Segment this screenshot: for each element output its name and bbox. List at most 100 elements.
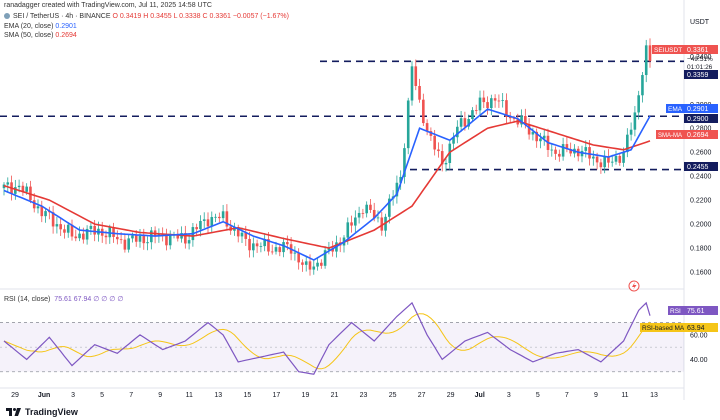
candle-body [293, 252, 297, 254]
candle-body [59, 224, 62, 230]
svg-text:RSI-based MA: RSI-based MA [642, 325, 685, 332]
time-axis-label: 29 [447, 392, 455, 399]
candle-body [622, 152, 625, 163]
candle-body [433, 135, 436, 150]
candle-body [85, 228, 89, 240]
candle-body [78, 233, 81, 239]
candle-body [637, 95, 640, 113]
candle-body [497, 100, 501, 102]
candle-body [312, 266, 316, 270]
svg-text:RSI: RSI [670, 308, 681, 315]
candle-body [493, 98, 497, 101]
time-axis-label: 29 [11, 392, 19, 399]
candle-body [535, 131, 538, 142]
price-tick-label: 0.2600 [690, 150, 712, 157]
candles [2, 38, 652, 276]
candle-body [603, 156, 606, 168]
candle-body [70, 224, 74, 237]
svg-text:0.2901: 0.2901 [687, 106, 709, 113]
candle-body [286, 242, 289, 245]
tradingview-logo-icon [6, 408, 21, 416]
time-axis-label: 13 [650, 392, 658, 399]
candle-body [508, 116, 512, 119]
candle-body [403, 148, 406, 177]
candle-body [202, 219, 206, 221]
legend-symbol-row[interactable]: SEI / TetherUS · 4h · BINANCE O 0.3419 H… [4, 12, 289, 22]
candle-body [648, 45, 652, 62]
candle-body [267, 239, 270, 252]
candle-body [40, 206, 44, 217]
candle-body [425, 123, 429, 132]
time-axis[interactable]: 29 Jun 3 5 7 9 11 13 15 17 19 21 23 25 27 29 Jul 3 5 7 9 11 13 [11, 392, 658, 399]
candle-body [565, 144, 569, 150]
currency-label: USDT [690, 19, 710, 26]
candle-body [176, 234, 180, 239]
candle-body [558, 153, 561, 157]
level-low-tag: 0.2455 [684, 162, 718, 171]
candle-body [527, 124, 531, 135]
candle-body [539, 138, 542, 142]
candle-body [168, 235, 172, 246]
legend-ema-row[interactable]: EMA (20, close) 0.2901 [4, 22, 289, 32]
candle-body [131, 235, 134, 239]
svg-text:75.61: 75.61 [687, 308, 705, 315]
candle-body [614, 155, 618, 162]
candle-body [44, 211, 47, 217]
candle-body [255, 243, 259, 247]
time-axis-label: 9 [594, 392, 598, 399]
chart-credit: ranadagger created with TradingView.com,… [4, 2, 212, 9]
svg-text:EMA: EMA [668, 106, 683, 113]
candle-body [248, 238, 251, 251]
candle-body [561, 144, 565, 157]
candle-body [119, 239, 123, 241]
time-axis-label: 13 [214, 392, 222, 399]
candle-body [323, 250, 327, 266]
price-tick-label: 0.2800 [690, 126, 712, 133]
candle-body [372, 209, 376, 219]
candle-body [21, 185, 25, 192]
candle-body [63, 229, 66, 233]
time-axis-label: 7 [129, 392, 133, 399]
candle-body [274, 247, 278, 252]
candle-body [123, 239, 127, 250]
candle-body [210, 217, 214, 227]
time-axis-label: 25 [389, 392, 397, 399]
price-tick-label: 0.2400 [690, 174, 712, 181]
candle-body [361, 212, 365, 214]
candle-body [474, 110, 478, 111]
candle-body [512, 118, 516, 120]
time-axis-label: 3 [507, 392, 511, 399]
sma-line [3, 120, 651, 249]
svg-text:0.2694: 0.2694 [687, 132, 709, 139]
candle-body [346, 222, 350, 238]
legend-sma-row[interactable]: SMA (50, close) 0.2694 [4, 31, 289, 41]
time-axis-label: Jun [38, 392, 50, 399]
time-axis-label: 5 [536, 392, 540, 399]
candle-body [633, 112, 637, 130]
candle-body [410, 66, 414, 101]
candle-body [414, 66, 418, 87]
candle-body [592, 156, 595, 159]
time-axis-label: 7 [565, 392, 569, 399]
candle-body [463, 118, 467, 127]
candle-body [357, 212, 361, 218]
candle-body [244, 232, 248, 239]
svg-text:0.2455: 0.2455 [687, 164, 709, 171]
price-tick-label: 0.2200 [690, 198, 712, 205]
candle-body [490, 98, 493, 109]
candle-body [259, 246, 263, 247]
time-axis-label: 9 [158, 392, 162, 399]
candle-body [301, 262, 304, 265]
sma-tag: SMA-MA 0.2694 [656, 130, 718, 139]
candle-body [501, 100, 504, 101]
candle-body [138, 235, 142, 242]
candle-body [252, 243, 255, 251]
alert-lightning-icon[interactable] [628, 280, 640, 292]
candle-body [599, 162, 603, 168]
candle-body [418, 86, 421, 100]
candle-body [51, 212, 55, 227]
candle-body [199, 220, 202, 230]
candle-body [214, 216, 217, 218]
candle-body [395, 182, 399, 197]
